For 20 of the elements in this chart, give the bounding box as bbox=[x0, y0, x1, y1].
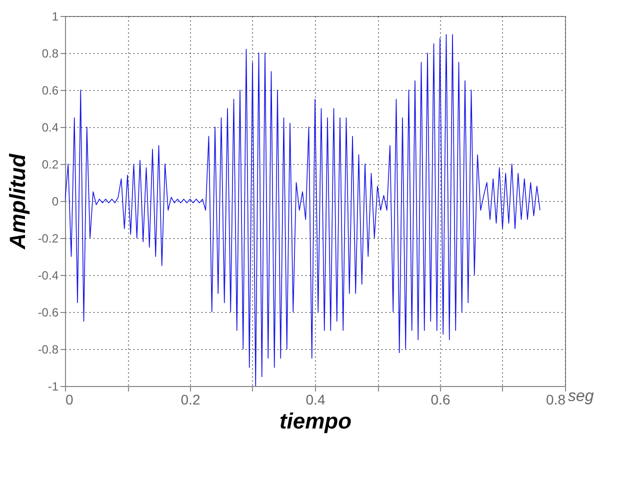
x-tick-label: 0.6 bbox=[430, 392, 450, 408]
x-axis-title: tiempo bbox=[279, 408, 352, 434]
text: seg bbox=[568, 388, 594, 405]
y-tick-label: -0.6 bbox=[38, 306, 59, 320]
x-tick-label: 0.2 bbox=[180, 392, 200, 408]
y-tick-label: 0.6 bbox=[42, 84, 59, 98]
y-axis-title: Amplitud bbox=[4, 153, 30, 250]
y-tick-label: 0.2 bbox=[42, 158, 59, 172]
x-tick-label: 0.4 bbox=[306, 392, 326, 408]
y-tick-label: -0.4 bbox=[38, 268, 59, 282]
y-tick-label: -0.2 bbox=[38, 232, 59, 246]
y-tick-label: 1 bbox=[52, 10, 59, 24]
y-tick-label: 0.4 bbox=[42, 120, 59, 134]
line-series bbox=[65, 34, 540, 386]
y-tick-label: 0.8 bbox=[42, 46, 59, 60]
x-tick-label: 0 bbox=[66, 392, 74, 408]
y-tick-label: -0.8 bbox=[38, 342, 59, 356]
y-tick-label: -1 bbox=[48, 380, 59, 394]
y-tick-label: 0 bbox=[52, 194, 59, 208]
x-tick-label: 0.8 bbox=[546, 392, 566, 408]
